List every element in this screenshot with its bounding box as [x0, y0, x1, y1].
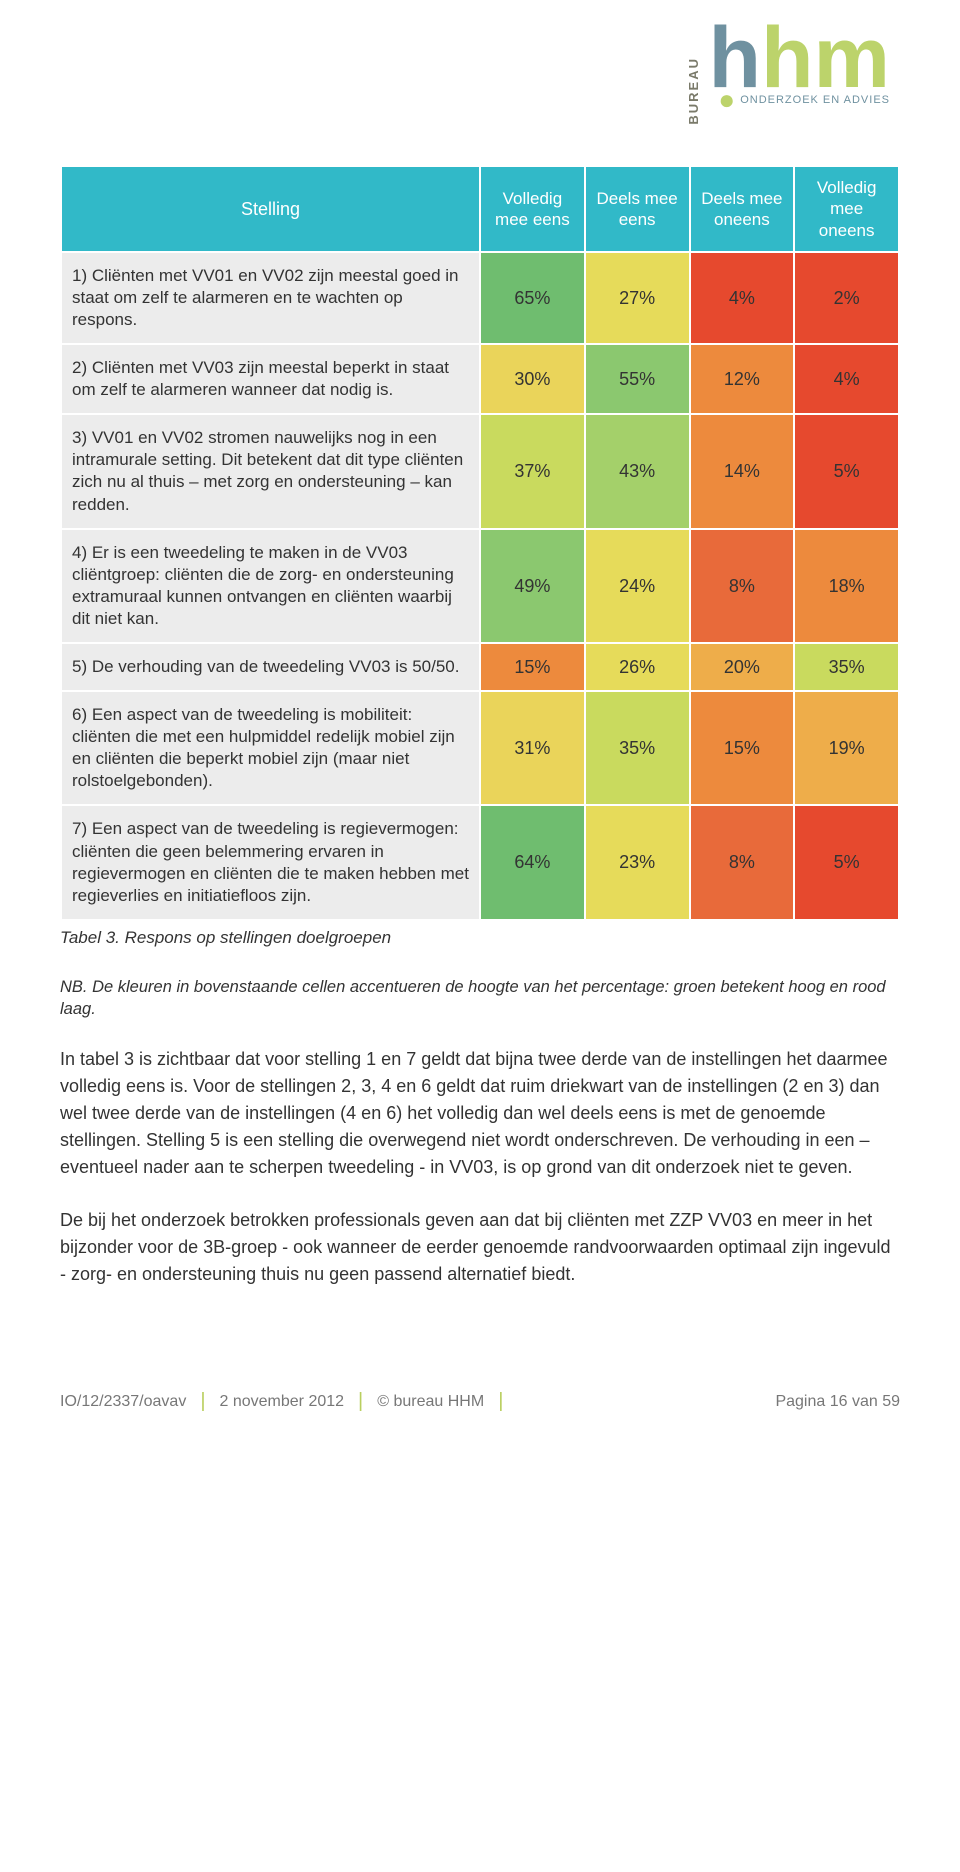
th-col-1: Deels mee eens	[585, 166, 690, 252]
value-cell: 15%	[480, 643, 585, 691]
table-row: 1) Cliënten met VV01 en VV02 zijn meesta…	[61, 252, 899, 344]
table-row: 3) VV01 en VV02 stromen nauwelijks nog i…	[61, 414, 899, 528]
header-logo: BUREAU h h m ● ONDERZOEK EN ADVIES	[60, 20, 900, 125]
statement-cell: 6) Een aspect van de tweedeling is mobil…	[61, 691, 480, 805]
logo-letter-2: m	[814, 20, 890, 97]
value-cell: 4%	[794, 344, 899, 414]
value-cell: 27%	[585, 252, 690, 344]
footer-date: 2 november 2012	[220, 1391, 345, 1413]
value-cell: 65%	[480, 252, 585, 344]
value-cell: 15%	[690, 691, 795, 805]
value-cell: 20%	[690, 643, 795, 691]
value-cell: 43%	[585, 414, 690, 528]
stelling-table: Stelling Volledig mee eens Deels mee een…	[60, 165, 900, 921]
th-stelling: Stelling	[61, 166, 480, 252]
tagline-text: ONDERZOEK EN ADVIES	[740, 94, 890, 106]
value-cell: 19%	[794, 691, 899, 805]
value-cell: 35%	[794, 643, 899, 691]
statement-text: 4) Er is een tweedeling te maken in de V…	[72, 542, 469, 630]
th-col-2: Deels mee oneens	[690, 166, 795, 252]
footer-page: Pagina 16 van 59	[775, 1391, 900, 1413]
value-cell: 30%	[480, 344, 585, 414]
value-cell: 24%	[585, 529, 690, 643]
statement-text: 3) VV01 en VV02 stromen nauwelijks nog i…	[72, 427, 469, 515]
value-cell: 18%	[794, 529, 899, 643]
statement-cell: 7) Een aspect van de tweedeling is regie…	[61, 805, 480, 919]
table-row: 4) Er is een tweedeling te maken in de V…	[61, 529, 899, 643]
statement-cell: 3) VV01 en VV02 stromen nauwelijks nog i…	[61, 414, 480, 528]
th-col-0: Volledig mee eens	[480, 166, 585, 252]
body-para-2: De bij het onderzoek betrokken professio…	[60, 1207, 900, 1288]
value-cell: 37%	[480, 414, 585, 528]
logo-letter-1: h	[761, 20, 814, 97]
value-cell: 49%	[480, 529, 585, 643]
value-cell: 23%	[585, 805, 690, 919]
statement-text: 5) De verhouding van de tweedeling VV03 …	[72, 656, 469, 678]
logo-bureau-text: BUREAU	[685, 51, 703, 125]
table-row: 6) Een aspect van de tweedeling is mobil…	[61, 691, 899, 805]
value-cell: 8%	[690, 529, 795, 643]
logo-tagline: ● ONDERZOEK EN ADVIES	[718, 93, 890, 108]
dot-icon: ●	[718, 84, 736, 115]
table-row: 5) De verhouding van de tweedeling VV03 …	[61, 643, 899, 691]
table-row: 7) Een aspect van de tweedeling is regie…	[61, 805, 899, 919]
value-cell: 4%	[690, 252, 795, 344]
statement-text: 7) Een aspect van de tweedeling is regie…	[72, 818, 469, 906]
page-footer: IO/12/2337/oavav | 2 november 2012 | © b…	[0, 1388, 960, 1435]
footer-ref: IO/12/2337/oavav	[60, 1391, 186, 1413]
value-cell: 14%	[690, 414, 795, 528]
footer-org: © bureau HHM	[377, 1391, 484, 1413]
value-cell: 2%	[794, 252, 899, 344]
statement-text: 1) Cliënten met VV01 en VV02 zijn meesta…	[72, 265, 469, 331]
value-cell: 55%	[585, 344, 690, 414]
value-cell: 35%	[585, 691, 690, 805]
statement-cell: 1) Cliënten met VV01 en VV02 zijn meesta…	[61, 252, 480, 344]
value-cell: 12%	[690, 344, 795, 414]
statement-text: 2) Cliënten met VV03 zijn meestal beperk…	[72, 357, 469, 401]
value-cell: 64%	[480, 805, 585, 919]
statement-cell: 2) Cliënten met VV03 zijn meestal beperk…	[61, 344, 480, 414]
value-cell: 26%	[585, 643, 690, 691]
value-cell: 31%	[480, 691, 585, 805]
statement-cell: 5) De verhouding van de tweedeling VV03 …	[61, 643, 480, 691]
th-col-3: Volledig mee oneens	[794, 166, 899, 252]
note-text: NB. De kleuren in bovenstaande cellen ac…	[60, 976, 900, 1021]
table-row: 2) Cliënten met VV03 zijn meestal beperk…	[61, 344, 899, 414]
logo-main: h h m ● ONDERZOEK EN ADVIES	[708, 20, 890, 108]
footer-sep-icon: |	[358, 1388, 363, 1415]
body-para-1: In tabel 3 is zichtbaar dat voor stellin…	[60, 1046, 900, 1181]
statement-text: 6) Een aspect van de tweedeling is mobil…	[72, 704, 469, 792]
footer-sep-icon: |	[498, 1388, 503, 1415]
value-cell: 8%	[690, 805, 795, 919]
footer-sep-icon: |	[200, 1388, 205, 1415]
table-caption: Tabel 3. Respons op stellingen doelgroep…	[60, 927, 900, 950]
value-cell: 5%	[794, 414, 899, 528]
statement-cell: 4) Er is een tweedeling te maken in de V…	[61, 529, 480, 643]
value-cell: 5%	[794, 805, 899, 919]
